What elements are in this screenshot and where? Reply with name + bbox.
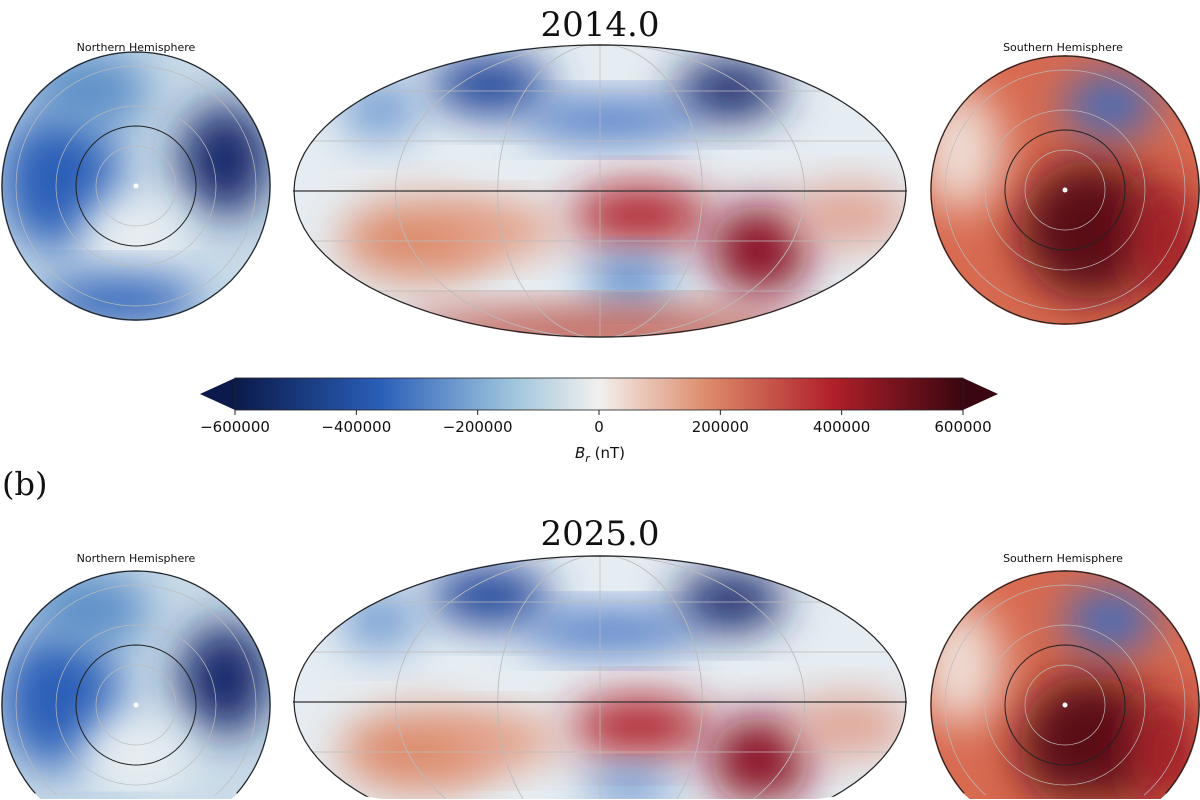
map-outline	[293, 555, 907, 799]
pole-marker	[1062, 187, 1068, 193]
meridian-line	[497, 555, 703, 799]
colorbar-min-arrow	[200, 378, 235, 410]
field-anomaly	[585, 258, 675, 302]
field-anomaly	[440, 205, 560, 255]
panel-b-label: (b)	[2, 465, 47, 503]
latitude-circle	[984, 109, 1146, 271]
field-anomaly	[520, 100, 700, 140]
field-anomaly	[570, 185, 710, 245]
colorbar-tick-label: −600000	[200, 418, 270, 436]
field-anomaly	[710, 205, 810, 295]
field-anomaly	[1, 629, 120, 769]
colorbar: −600000 −400000 −200000 0 200000 400000 600000…	[200, 377, 998, 465]
colorbar-max-arrow	[963, 378, 998, 410]
south-hemisphere-map-2014	[930, 55, 1200, 325]
north-hemisphere-map-2014	[1, 51, 271, 321]
field-anomaly	[81, 195, 191, 285]
field-anomaly	[790, 696, 907, 756]
field-anomaly	[1065, 75, 1155, 135]
latitude-circle	[95, 145, 177, 227]
latitude-circle	[1024, 149, 1106, 231]
latitude-circle	[15, 65, 257, 307]
latitude-circle	[944, 584, 1186, 796]
field-anomaly	[520, 611, 700, 651]
south-hemisphere-map-2025	[930, 570, 1200, 799]
colorbar-tick-label: 400000	[813, 418, 870, 436]
latitude-circle	[55, 624, 217, 786]
field-anomaly	[1, 110, 120, 250]
field-anomaly	[930, 605, 1000, 725]
map-outline	[930, 570, 1200, 794]
field-anomaly	[440, 716, 560, 766]
colorbar-tick-label: 200000	[692, 418, 749, 436]
polar-circle	[1004, 644, 1126, 766]
panel-b-south-label: Southern Hemisphere	[1003, 552, 1123, 565]
colorbar-tick-label: 600000	[934, 418, 991, 436]
polar-circle	[75, 644, 197, 766]
panel-b-north-label: Northern Hemisphere	[77, 552, 196, 565]
pole-marker	[133, 183, 139, 189]
pole-marker	[133, 702, 139, 708]
latitude-circle	[95, 664, 177, 746]
colorbar-tick-label: −200000	[443, 418, 513, 436]
map-outline	[293, 44, 907, 338]
latitude-circle	[55, 105, 217, 267]
latitude-circle	[944, 69, 1186, 311]
field-anomaly	[180, 624, 270, 734]
field-anomaly	[30, 51, 150, 130]
latitude-circle	[15, 584, 257, 796]
panel-b-title: 2025.0	[541, 514, 660, 554]
mollweide-map-2025	[293, 555, 907, 799]
field-anomaly	[710, 716, 810, 799]
field-anomaly	[585, 769, 675, 799]
map-outline	[1, 570, 271, 794]
colorbar-gradient	[234, 377, 964, 411]
field-anomaly	[30, 570, 150, 649]
north-hemisphere-map-2025	[1, 570, 271, 799]
latitude-circle	[1024, 664, 1106, 746]
field-anomaly	[930, 90, 1000, 210]
polar-circle	[1004, 129, 1126, 251]
field-anomaly	[81, 714, 191, 799]
panel-a-title: 2014.0	[541, 5, 660, 45]
polar-circle	[75, 125, 197, 247]
panel-a-south-label: Southern Hemisphere	[1003, 41, 1123, 54]
colorbar-tick-label: 0	[594, 418, 604, 436]
mollweide-map-2014	[293, 44, 907, 338]
map-outline	[1, 51, 271, 321]
colorbar-label: Br (nT)	[575, 444, 625, 465]
field-anomaly	[1065, 590, 1155, 650]
field-anomaly	[675, 60, 785, 120]
field-anomaly	[40, 794, 200, 799]
pole-marker	[1062, 702, 1068, 708]
field-anomaly	[790, 185, 907, 245]
map-outline	[930, 55, 1200, 325]
field-anomaly	[570, 696, 710, 756]
colorbar-tick-label: −400000	[321, 418, 391, 436]
field-anomaly	[180, 105, 270, 215]
field-anomaly	[675, 571, 785, 631]
field-anomaly	[40, 275, 200, 321]
panel-a-north-label: Northern Hemisphere	[77, 41, 196, 54]
latitude-circle	[984, 624, 1146, 786]
meridian-line	[394, 555, 806, 799]
